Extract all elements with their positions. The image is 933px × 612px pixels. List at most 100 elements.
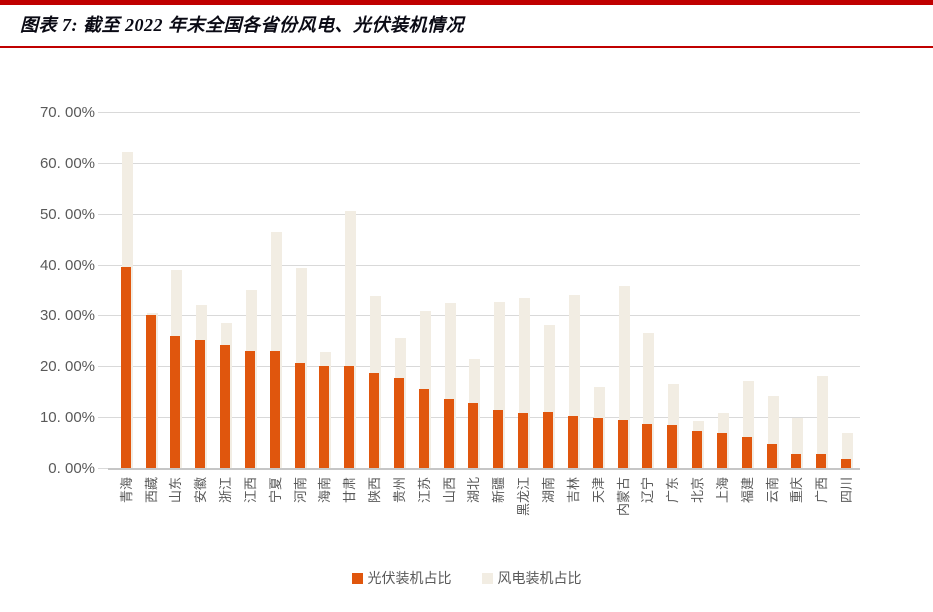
gridline [108, 264, 860, 266]
bar-wind [444, 303, 456, 468]
y-axis-label: 60. 00% [39, 154, 95, 172]
y-axis-tick [98, 417, 108, 419]
bar-solar [170, 335, 181, 468]
x-axis-label: 福建 [739, 477, 755, 504]
x-axis-label: 甘肃 [342, 477, 358, 504]
y-axis-label: 40. 00% [39, 256, 95, 274]
x-axis-label: 上海 [714, 477, 730, 504]
gridline [108, 366, 860, 368]
bar-solar [716, 433, 727, 468]
y-axis-label: 70. 00% [39, 104, 95, 121]
bar-solar [592, 418, 603, 468]
x-axis-label: 海南 [317, 477, 333, 504]
x-axis-label: 四川 [839, 477, 855, 504]
bar-solar [542, 412, 553, 468]
gridline [108, 315, 860, 317]
x-axis-label: 广西 [814, 477, 830, 504]
x-axis-label: 重庆 [789, 477, 805, 504]
x-axis-label: 内蒙古 [615, 477, 631, 517]
bar-solar [617, 420, 628, 468]
x-axis-label: 黑龙江 [516, 477, 532, 517]
bar-wind [270, 232, 282, 468]
bar-wind [618, 285, 630, 468]
x-axis-label: 天津 [590, 477, 606, 504]
x-axis-label: 湖北 [466, 477, 482, 504]
x-axis-label: 湖南 [540, 477, 556, 504]
x-axis-label: 江苏 [416, 477, 432, 504]
bar-solar [642, 423, 653, 468]
x-axis-label: 陕西 [367, 477, 383, 504]
bar-solar [393, 377, 404, 468]
chart-legend: 光伏装机占比 风电装机占比 [0, 568, 933, 588]
bar-wind [519, 297, 531, 468]
bar-solar [443, 398, 454, 468]
gridline [108, 213, 860, 215]
bar-wind [568, 295, 580, 468]
y-axis-label: 20. 00% [39, 358, 95, 376]
x-axis-label: 吉林 [565, 477, 581, 504]
x-axis-label: 广东 [665, 477, 681, 504]
bar-wind [345, 211, 357, 468]
bar-solar [244, 351, 255, 468]
bar-solar [667, 424, 678, 468]
bar-wind [817, 375, 829, 468]
legend-swatch-solar-icon [351, 572, 363, 584]
bar-solar [195, 339, 206, 468]
bar-solar [418, 389, 429, 468]
legend-label-wind: 风电装机占比 [497, 570, 582, 586]
bar-solar [269, 351, 280, 468]
bar-wind [742, 381, 754, 468]
bar-wind [543, 324, 555, 468]
x-axis-line [108, 468, 860, 470]
x-axis-label: 新疆 [491, 477, 507, 504]
x-axis-label: 贵州 [391, 477, 407, 504]
x-axis-label: 山西 [441, 477, 457, 504]
y-axis-label: 10. 00% [39, 409, 95, 427]
bar-solar [344, 366, 355, 468]
gridline [108, 417, 860, 419]
title-red-rule [0, 46, 933, 48]
x-axis-label: 宁夏 [267, 477, 283, 504]
bar-solar [294, 363, 305, 468]
x-axis-label: 浙江 [218, 477, 234, 504]
bar-solar [120, 267, 131, 468]
bar-wind [792, 417, 804, 468]
bar-solar [692, 430, 703, 468]
bar-solar [816, 454, 827, 468]
bar-solar [369, 373, 380, 468]
x-axis-label: 西藏 [143, 477, 159, 504]
bar-wind [494, 302, 506, 468]
bar-wind [643, 332, 655, 468]
bar-solar [766, 444, 777, 468]
x-axis-label: 北京 [690, 477, 706, 504]
legend-item-wind: 风电装机占比 [481, 568, 582, 588]
bar-solar [145, 315, 156, 468]
y-axis-tick [98, 112, 108, 113]
top-red-rule [0, 0, 933, 5]
legend-label-solar: 光伏装机占比 [367, 570, 452, 586]
bar-solar [791, 453, 802, 468]
x-axis-label: 山东 [168, 477, 184, 504]
bar-solar [567, 416, 578, 468]
x-axis-label: 河南 [292, 477, 308, 504]
x-axis-label: 辽宁 [640, 477, 656, 504]
x-axis-label: 安徽 [193, 477, 209, 504]
y-axis-tick [98, 264, 108, 266]
bar-solar [493, 410, 504, 468]
y-axis-tick [98, 315, 108, 317]
y-axis-tick [98, 213, 108, 215]
bar-solar [518, 412, 529, 468]
y-axis-label: 50. 00% [39, 205, 95, 223]
bar-solar [220, 345, 231, 468]
gridline [108, 162, 860, 164]
bar-solar [319, 365, 330, 468]
x-axis-label: 江西 [242, 477, 258, 504]
legend-item-solar: 光伏装机占比 [351, 568, 452, 588]
y-axis-tick [98, 366, 108, 368]
bar-solar [741, 437, 752, 468]
x-axis-label: 青海 [118, 477, 134, 504]
figure-title: 图表 7: 截至 2022 年末全国各省份风电、光伏装机情况 [20, 15, 464, 35]
y-axis-tick [98, 468, 108, 469]
